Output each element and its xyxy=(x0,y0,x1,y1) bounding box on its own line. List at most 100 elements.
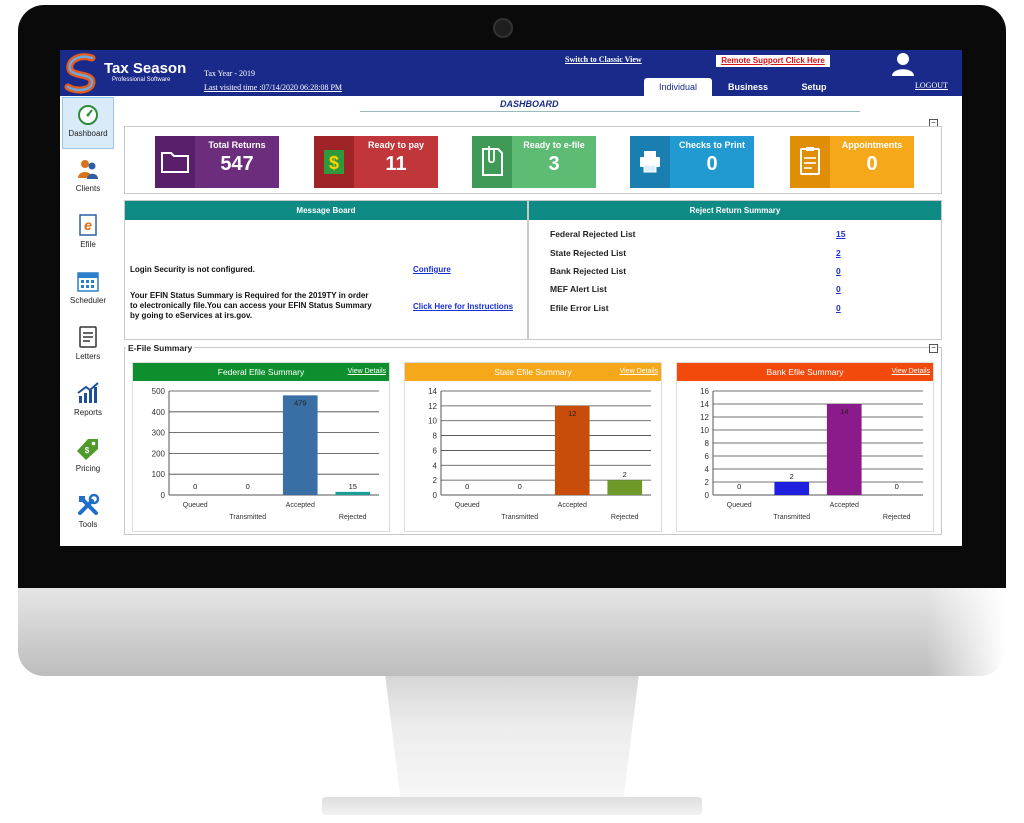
sidebar-item-clients[interactable]: Clients xyxy=(62,153,114,205)
folder-icon xyxy=(161,152,189,173)
y-tick-label: 14 xyxy=(700,400,709,409)
card-label: Checks to Print xyxy=(678,140,745,150)
tools-icon xyxy=(78,493,100,515)
bar xyxy=(282,395,318,495)
user-icon[interactable] xyxy=(892,52,914,76)
card-icon-bg: $ xyxy=(314,136,354,188)
efile-error-label: Efile Error List xyxy=(550,303,609,313)
sidebar-item-pricing[interactable]: $ Pricing xyxy=(62,433,114,485)
x-tick-label: Rejected xyxy=(339,514,367,521)
y-tick-label: 0 xyxy=(705,491,710,500)
bank-rejected-label: Bank Rejected List xyxy=(550,266,627,276)
bar xyxy=(607,480,643,495)
collapse-efile-button[interactable]: − xyxy=(929,344,938,353)
sidebar-item-label: Efile xyxy=(80,240,96,249)
data-label: 479 xyxy=(294,398,307,407)
sidebar-item-label: Tools xyxy=(78,520,98,529)
chart-header: Bank Efile Summary View Details xyxy=(677,363,933,381)
reports-icon xyxy=(77,382,99,403)
x-tick-label: Queued xyxy=(455,502,480,509)
card-appointments[interactable]: Appointments 0 xyxy=(790,136,914,188)
sidebar-item-scheduler[interactable]: Scheduler xyxy=(62,265,114,317)
calendar-icon xyxy=(77,272,99,292)
sidebar-item-letters[interactable]: Letters xyxy=(62,321,114,373)
efile-summary-panel xyxy=(124,347,942,535)
view-details-link[interactable]: View Details xyxy=(619,368,658,375)
bar xyxy=(826,404,862,495)
mef-alert-count-link[interactable]: 0 xyxy=(836,284,841,294)
bar xyxy=(335,491,371,495)
card-body: Checks to Print 0 xyxy=(670,136,754,188)
webcam xyxy=(493,18,513,38)
x-tick-label: Transmitted xyxy=(773,514,810,521)
data-label: 0 xyxy=(518,482,522,491)
view-details-link[interactable]: View Details xyxy=(891,368,930,375)
sidebar-item-label: Pricing xyxy=(75,464,101,473)
y-tick-label: 4 xyxy=(705,465,710,474)
chart-title: Federal Efile Summary xyxy=(217,367,305,377)
tab-individual[interactable]: Individual xyxy=(644,78,712,96)
monitor-stand xyxy=(385,676,639,804)
sidebar-item-label: Dashboard xyxy=(68,129,108,138)
y-tick-label: 2 xyxy=(433,476,438,485)
card-body: Ready to pay 11 xyxy=(354,136,438,188)
y-tick-label: 8 xyxy=(705,439,710,448)
remote-support-link[interactable]: Remote Support Click Here xyxy=(716,55,830,67)
sidebar-item-label: Scheduler xyxy=(69,296,107,305)
state-rejected-label: State Rejected List xyxy=(550,248,627,258)
title-divider xyxy=(360,111,860,112)
sidebar-item-efile[interactable]: e Efile xyxy=(62,209,114,261)
tab-business[interactable]: Business xyxy=(727,82,769,92)
efile-summary-title: E-File Summary xyxy=(126,343,195,353)
state-efile-chart: State Efile Summary View Details 0 2 4 6 8 10… xyxy=(404,362,662,532)
x-tick-label: Accepted xyxy=(830,502,859,509)
sidebar-item-reports[interactable]: Reports xyxy=(62,377,114,429)
switch-classic-view-link[interactable]: Switch to Classic View xyxy=(565,55,642,64)
state-rejected-count-link[interactable]: 2 xyxy=(836,248,841,258)
card-ready-to-pay[interactable]: $ Ready to pay 11 xyxy=(314,136,438,188)
app-header: Tax Season Professional Software Tax Yea… xyxy=(60,50,962,96)
sidebar-item-tools[interactable]: Tools xyxy=(62,489,114,541)
x-tick-label: Accepted xyxy=(286,502,315,509)
view-details-link[interactable]: View Details xyxy=(347,368,386,375)
sidebar: Dashboard Clients e Efile Sche xyxy=(60,96,114,546)
y-tick-label: 500 xyxy=(152,387,166,396)
tax-year: Tax Year - 2019 xyxy=(204,69,255,78)
y-tick-label: 0 xyxy=(161,491,166,500)
card-checks-to-print[interactable]: Checks to Print 0 xyxy=(630,136,754,188)
logout-link[interactable]: LOGOUT xyxy=(915,81,948,90)
sidebar-item-label: Reports xyxy=(73,408,102,417)
reject-return-summary-panel: Reject Return Summary Federal Rejected L… xyxy=(528,200,942,340)
x-tick-label: Queued xyxy=(183,502,208,509)
configure-link[interactable]: Configure xyxy=(413,265,451,274)
y-tick-label: 10 xyxy=(700,426,709,435)
efile-error-count-link[interactable]: 0 xyxy=(836,303,841,313)
card-ready-to-efile[interactable]: Ready to e-file 3 xyxy=(472,136,596,188)
reject-summary-title: Reject Return Summary xyxy=(529,201,941,220)
sidebar-item-label: Letters xyxy=(75,352,101,361)
card-value: 0 xyxy=(866,153,878,175)
letters-icon xyxy=(79,326,97,348)
instructions-link[interactable]: Click Here for Instructions xyxy=(413,302,514,311)
card-label: Ready to pay xyxy=(367,140,425,150)
y-tick-label: 4 xyxy=(433,461,438,470)
y-tick-label: 400 xyxy=(152,408,166,417)
bank-rejected-count-link[interactable]: 0 xyxy=(836,266,841,276)
sidebar-item-dashboard[interactable]: Dashboard xyxy=(62,97,114,149)
data-label: 0 xyxy=(246,482,250,491)
sidebar-item-label: Clients xyxy=(75,184,101,193)
page-title: DASHBOARD xyxy=(500,99,559,109)
y-tick-label: 12 xyxy=(700,413,709,422)
y-tick-label: 6 xyxy=(705,452,710,461)
message-board-panel: Message Board Login Security is not conf… xyxy=(124,200,528,340)
x-tick-label: Transmitted xyxy=(229,514,266,521)
login-security-message: Login Security is not configured. xyxy=(130,265,255,274)
federal-rejected-count-link[interactable]: 15 xyxy=(836,229,846,239)
x-tick-label: Transmitted xyxy=(501,514,538,521)
card-value: 3 xyxy=(548,153,560,175)
card-body: Ready to e-file 3 xyxy=(512,136,596,188)
speedometer-icon xyxy=(78,105,98,125)
card-total-returns[interactable]: Total Returns 547 xyxy=(155,136,279,188)
tab-setup[interactable]: Setup xyxy=(801,82,827,92)
card-value: 547 xyxy=(220,153,254,175)
